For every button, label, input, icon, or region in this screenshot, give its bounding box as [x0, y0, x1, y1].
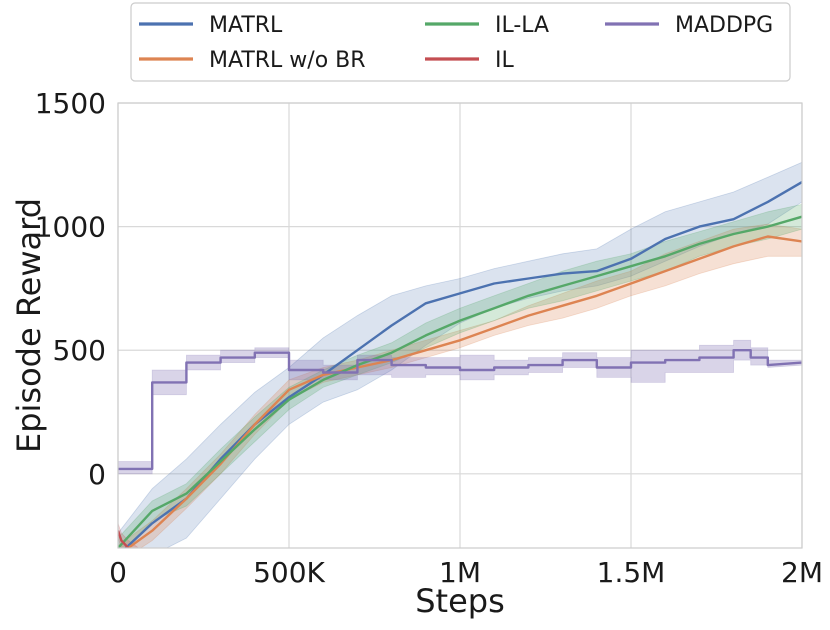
x-tick-label: 0 [109, 556, 127, 589]
legend-label-matrl-w-o-br: MATRL w/o BR [209, 48, 366, 73]
il-line [118, 530, 131, 548]
y-tick-label: 0 [88, 458, 106, 491]
plot-frame [117, 102, 803, 549]
x-tick-label: 1M [439, 556, 481, 589]
y-tick-label: 500 [53, 334, 106, 367]
tick-labels: 0 500K 1M 1.5M 2M 0 500 1000 1500 [35, 87, 823, 589]
il-la-line [118, 215, 802, 548]
legend-label-maddpg: MADDPG [675, 13, 773, 38]
legend: MATRL MATRL w/o BR IL-LA IL MADDPG [130, 2, 791, 82]
x-axis-label: Steps [415, 582, 505, 620]
x-tick-label: 2M [781, 556, 823, 589]
y-axis-label: Episode Reward [10, 198, 48, 453]
il-la-band [118, 203, 802, 548]
series-lines [118, 181, 802, 548]
legend-label-matrl: MATRL [209, 13, 283, 38]
legend-label-il-la: IL-LA [495, 13, 549, 38]
x-tick-label: 500K [253, 556, 325, 589]
y-tick-label: 1000 [35, 211, 106, 244]
x-tick-label: 1.5M [597, 556, 666, 589]
matrl-line [124, 181, 802, 548]
legend-label-il: IL [495, 48, 514, 73]
y-tick-label: 1500 [35, 87, 106, 120]
maddpg-line [118, 349, 802, 471]
